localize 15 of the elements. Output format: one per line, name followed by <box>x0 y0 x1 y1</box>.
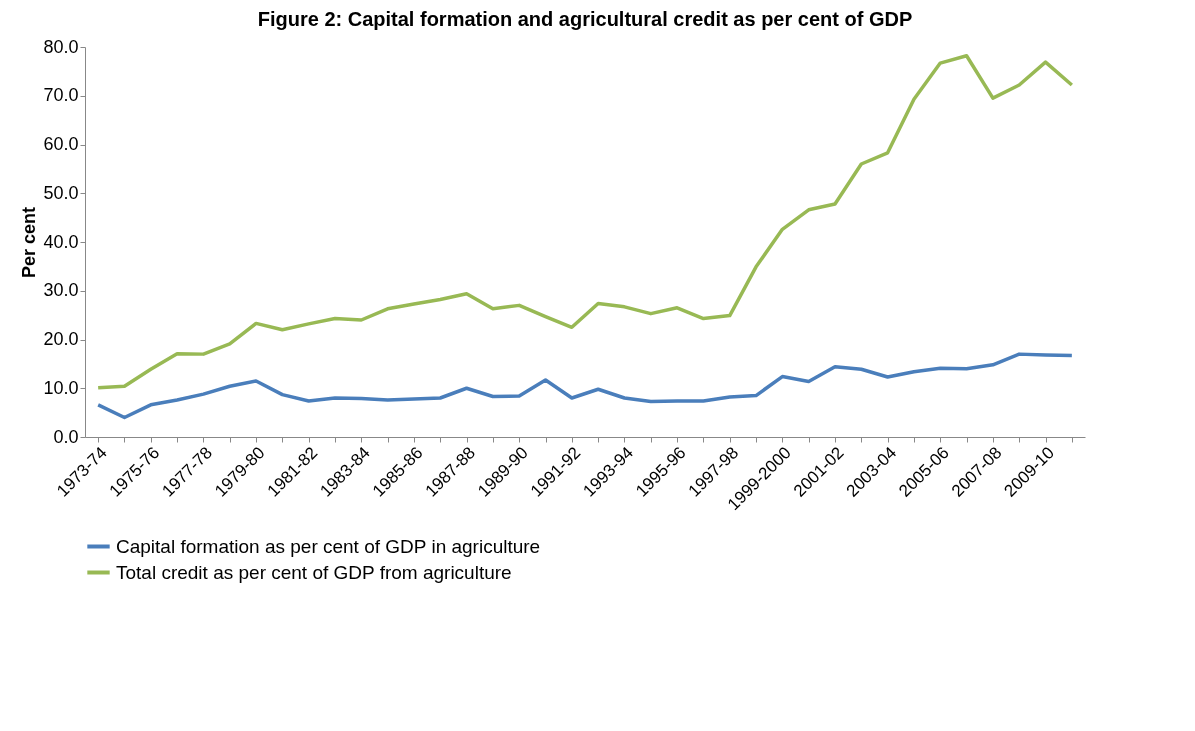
line-series <box>96 352 1074 420</box>
y-tick-label: 0.0 <box>53 426 79 447</box>
y-tick-label: 30.0 <box>43 280 79 301</box>
y-tick-label: 70.0 <box>43 85 79 106</box>
y-tick-label: 40.0 <box>43 231 79 252</box>
y-tick-label: 50.0 <box>43 182 79 203</box>
chart-title: Figure 2: Capital formation and agricultural credit as per cent of GDP <box>257 8 913 30</box>
y-tick-label: 60.0 <box>43 134 79 154</box>
y-tick-label: 10.0 <box>43 377 79 398</box>
legend-label: Capital formation as per cent of GDP in agriculture <box>116 535 541 557</box>
line-series <box>96 54 1074 390</box>
y-tick-label: 20.0 <box>43 329 79 349</box>
legend-label: Total credit as per cent of GDP from agriculture <box>116 561 512 583</box>
y-axis-title: Per cent <box>19 206 40 279</box>
y-tick-label: 80.0 <box>43 36 79 57</box>
